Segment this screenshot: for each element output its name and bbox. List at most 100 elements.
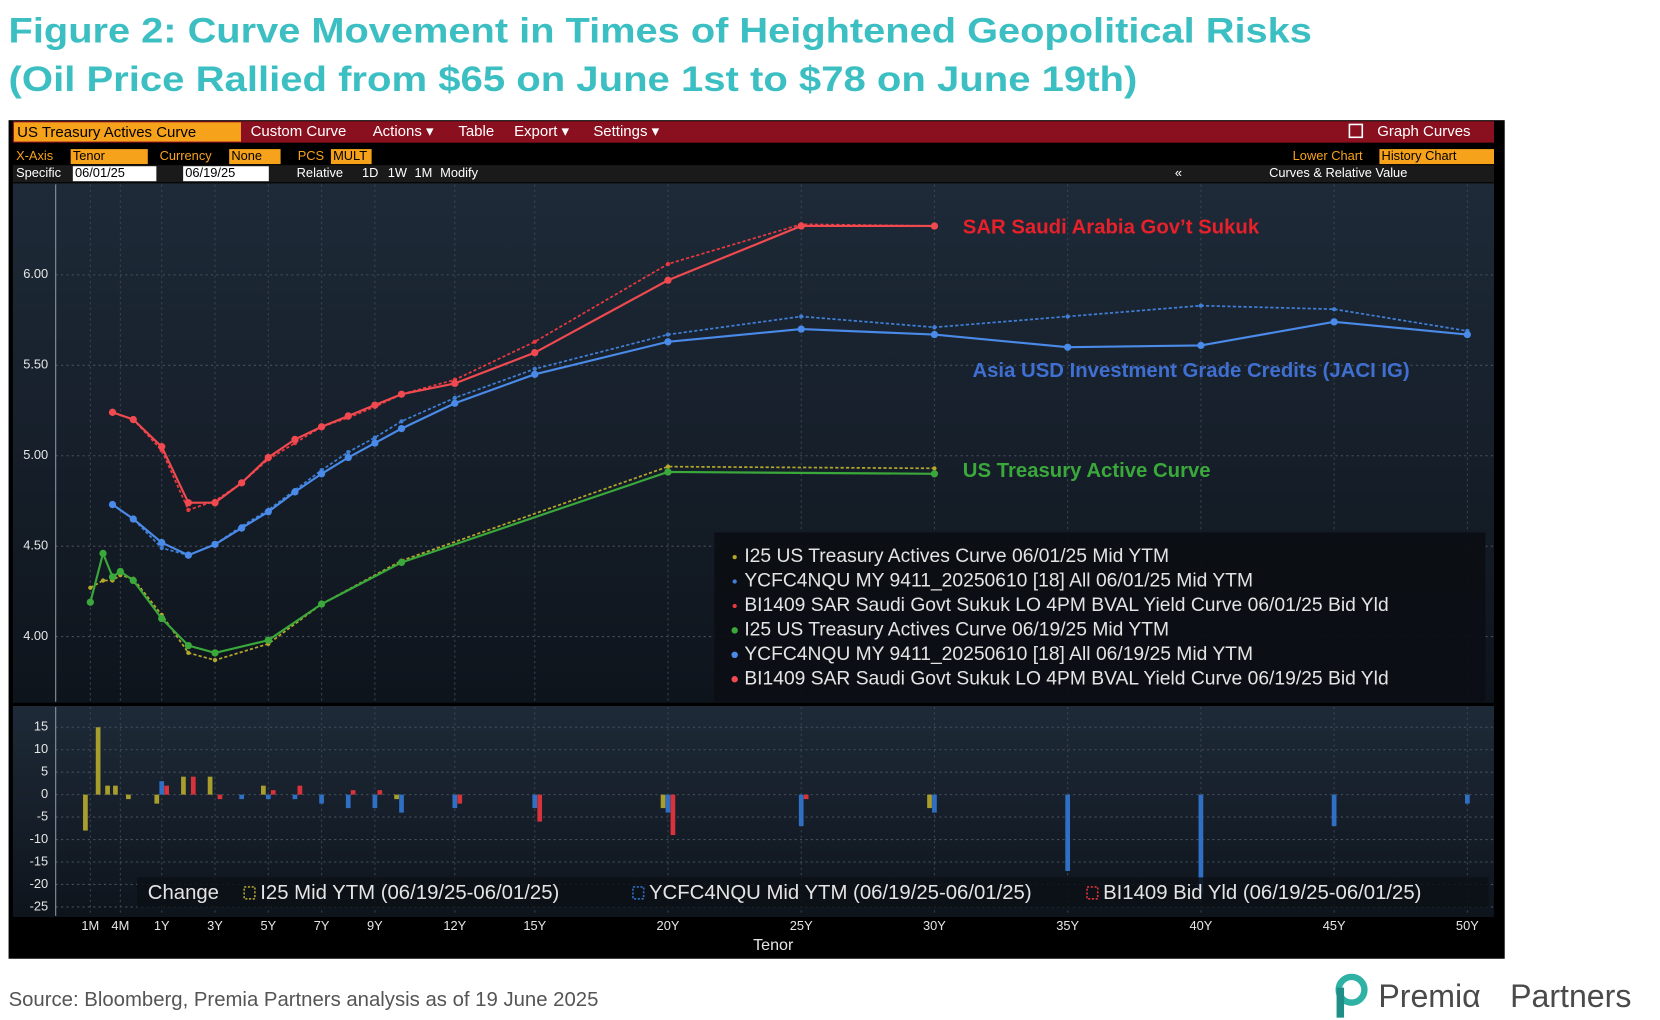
y-tick-label: 4.50 — [23, 538, 48, 553]
data-point — [86, 598, 94, 606]
data-point — [372, 435, 378, 440]
annotation: Asia USD Investment Grade Credits (JACI … — [972, 360, 1409, 382]
y-tick-label: 5 — [41, 764, 48, 779]
data-point — [158, 614, 166, 623]
data-point — [344, 412, 352, 420]
relative-button[interactable]: 1M — [414, 165, 432, 180]
dropdown[interactable] — [1379, 149, 1494, 165]
bar — [350, 790, 356, 795]
data-point — [397, 390, 406, 398]
x-tick-label: 12Y — [443, 918, 466, 933]
menu-item[interactable]: Table — [458, 123, 494, 140]
data-point — [1331, 307, 1337, 312]
data-point — [1065, 314, 1070, 319]
bar — [932, 794, 937, 813]
date-value: 06/01/25 — [75, 165, 125, 180]
data-point — [99, 549, 107, 558]
bar — [399, 794, 404, 813]
date-input[interactable] — [72, 166, 157, 182]
tab[interactable]: US Treasury Actives Curve — [17, 124, 196, 141]
data-point — [1463, 330, 1471, 339]
legend-marker — [731, 627, 738, 634]
menu-item[interactable]: Export ▾ — [514, 123, 569, 140]
bar — [394, 794, 399, 800]
data-point — [346, 449, 351, 455]
menu-item[interactable]: Custom Curve — [251, 123, 347, 140]
graph-curves[interactable]: Graph Curves — [1377, 123, 1470, 140]
x-axis-label: Tenor — [753, 936, 794, 954]
bar — [798, 794, 804, 827]
data-point — [451, 399, 459, 407]
data-point — [665, 261, 671, 267]
bar — [457, 794, 463, 804]
field-label: Currency — [160, 148, 213, 163]
logo-suffix: Partners — [1510, 978, 1631, 1014]
x-tick-label: 30Y — [923, 918, 946, 933]
y-tick-label: -25 — [30, 898, 49, 913]
x-tick-label: 3Y — [207, 918, 223, 933]
bar — [345, 794, 351, 809]
data-point — [799, 314, 804, 319]
x-tick-label: 5Y — [260, 918, 276, 933]
bar — [665, 794, 671, 813]
bar — [372, 794, 378, 809]
menu-item[interactable]: Actions ▾ — [373, 123, 434, 140]
data-point — [665, 464, 671, 469]
field-label: PCS — [298, 148, 324, 163]
data-point — [452, 395, 457, 400]
data-point — [159, 545, 164, 551]
menu-item[interactable]: Settings ▾ — [593, 123, 659, 140]
bar — [105, 785, 110, 795]
dropdown[interactable] — [229, 149, 281, 165]
data-point — [184, 499, 193, 507]
title: Figure 2: Curve Movement in Times of Hei… — [9, 12, 1312, 51]
data-point — [930, 470, 939, 478]
x-tick-label: 20Y — [657, 918, 680, 933]
dropdown[interactable] — [330, 149, 372, 165]
data-point — [797, 222, 805, 230]
data-point — [108, 573, 117, 581]
dropdown-value: MULT — [333, 148, 367, 163]
legend-marker — [732, 579, 737, 584]
data-point — [1330, 318, 1338, 326]
bar — [95, 727, 101, 795]
dropdown-value: Tenor — [73, 148, 106, 163]
relative-button[interactable]: 1D — [362, 165, 378, 180]
data-point — [371, 401, 379, 409]
subtitle: (Oil Price Rallied from $65 on June 1st … — [9, 60, 1138, 99]
data-point — [238, 479, 246, 487]
relative-button[interactable]: 1W — [388, 165, 408, 180]
date-value: 06/19/25 — [185, 165, 235, 180]
date-input[interactable] — [183, 166, 269, 182]
bar — [159, 781, 165, 795]
bar — [126, 794, 131, 800]
bar — [113, 785, 118, 795]
data-point — [317, 470, 326, 478]
y-tick-label: 6.00 — [23, 266, 48, 281]
legend-title: Change — [148, 882, 219, 904]
bar — [164, 785, 169, 795]
legend-label: YCFC4NQU MY 9411_20250610 [18] All 06/01… — [744, 571, 1253, 592]
legend-marker — [632, 886, 645, 900]
legend-label: YCFC4NQU Mid YTM (06/19/25-06/01/25) — [649, 882, 1032, 904]
modify-button[interactable]: Modify — [440, 165, 478, 180]
menu-bar — [12, 121, 1495, 143]
options-bar — [12, 165, 1495, 183]
y-tick-label: -10 — [30, 831, 49, 846]
dropdown[interactable] — [70, 149, 148, 165]
data-point — [531, 370, 539, 378]
dropdown-value: History Chart — [1382, 148, 1457, 163]
data-point — [930, 330, 939, 339]
bar — [154, 794, 160, 804]
bar — [660, 794, 666, 809]
legend-label: I25 US Treasury Actives Curve 06/01/25 M… — [744, 546, 1169, 567]
data-point — [184, 551, 193, 559]
data-point — [212, 657, 218, 663]
legend-marker — [1086, 886, 1099, 900]
collapse-button[interactable]: « — [1175, 165, 1182, 180]
bar — [927, 794, 932, 809]
data-point — [108, 408, 117, 416]
bar — [239, 794, 245, 800]
legend-label: I25 Mid YTM (06/19/25-06/01/25) — [260, 882, 559, 904]
data-point — [397, 424, 406, 433]
